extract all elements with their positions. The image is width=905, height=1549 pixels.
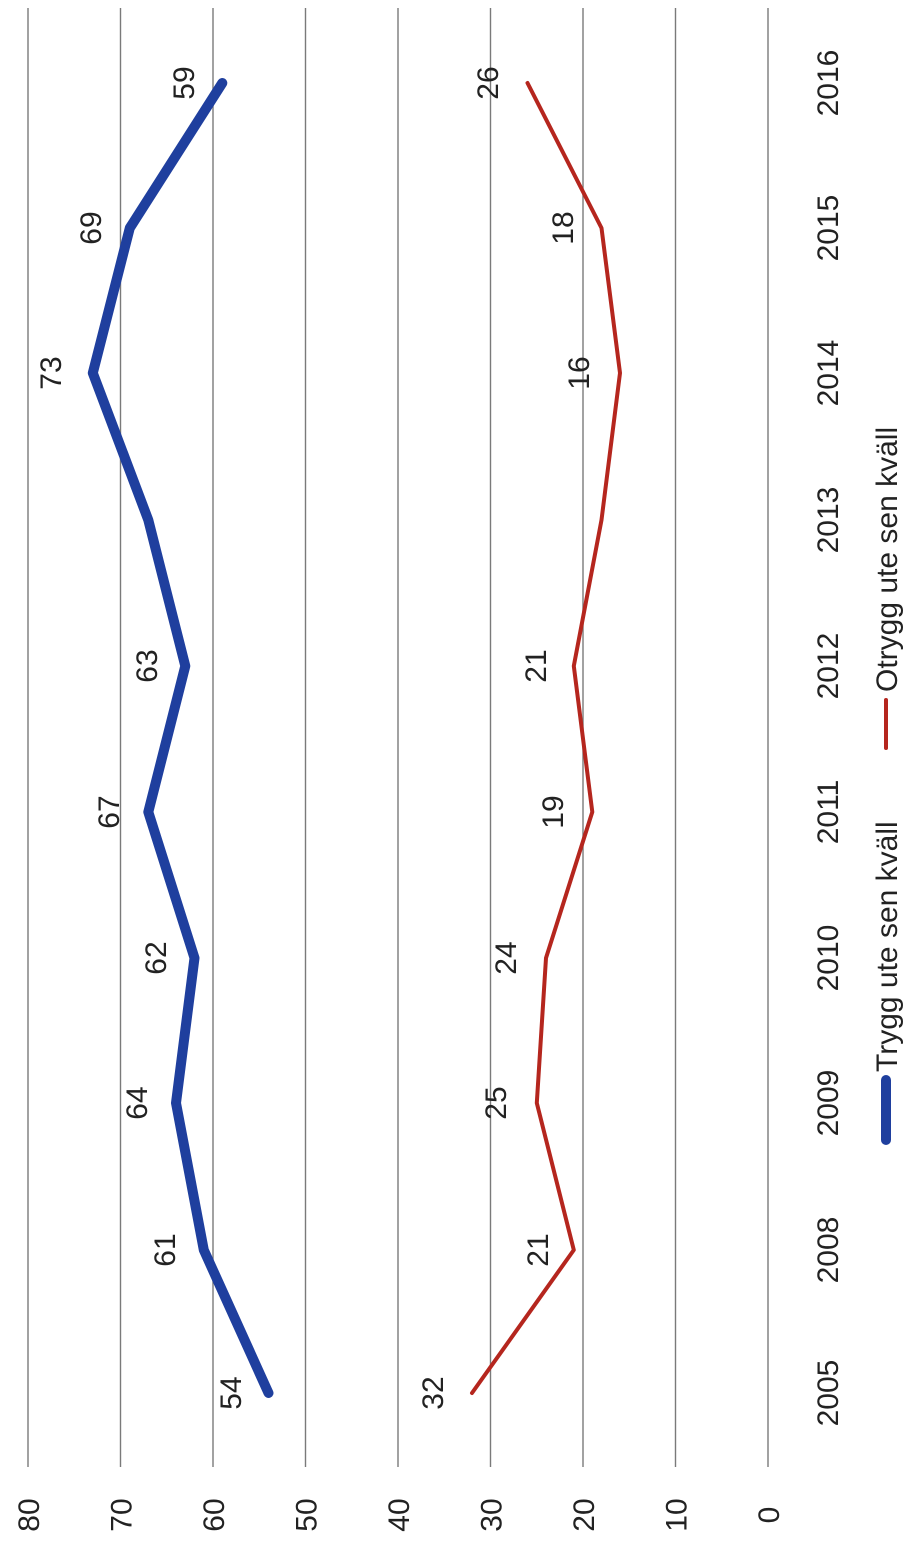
data-label: 54 (215, 1376, 248, 1409)
category-tick-label: 2010 (812, 925, 845, 992)
data-label: 59 (168, 66, 201, 99)
value-tick-label: 10 (661, 1498, 694, 1531)
series-lines (87, 78, 622, 1398)
category-tick-label: 2015 (812, 195, 845, 262)
category-tick-label: 2016 (812, 50, 845, 117)
data-label: 73 (35, 356, 68, 389)
data-label: 32 (417, 1376, 450, 1409)
data-label: 64 (121, 1086, 154, 1119)
category-tick-label: 2005 (812, 1360, 845, 1427)
data-label: 63 (131, 649, 164, 682)
category-tick-label: 2009 (812, 1070, 845, 1137)
value-tick-label: 20 (568, 1498, 601, 1531)
data-label: 18 (547, 211, 580, 244)
value-tick-label: 30 (476, 1498, 509, 1531)
series-line-1 (87, 78, 274, 1398)
value-tick-label: 40 (383, 1498, 416, 1531)
data-labels: 54 61 64 62 67 63 73 69 59 32 21 25 24 19 21 16 18 26 (35, 66, 596, 1409)
legend-label-2: Otrygg ute sen kväll (871, 427, 904, 692)
data-label: 16 (563, 356, 596, 389)
value-tick-label: 0 (753, 1507, 786, 1524)
data-label: 21 (522, 1233, 555, 1266)
category-tick-label: 2014 (812, 340, 845, 407)
data-label: 26 (472, 66, 505, 99)
legend-label-1: Trygg ute sen kväll (871, 821, 904, 1072)
value-axis-tick-labels: 0 10 20 30 40 50 60 70 80 (13, 1498, 786, 1531)
data-label: 21 (520, 649, 553, 682)
data-label: 19 (537, 795, 570, 828)
series-line-2 (470, 81, 622, 1395)
value-tick-label: 60 (198, 1498, 231, 1531)
data-label: 67 (93, 795, 126, 828)
value-tick-label: 70 (106, 1498, 139, 1531)
data-label: 61 (149, 1233, 182, 1266)
category-tick-label: 2011 (812, 780, 845, 845)
data-label: 24 (490, 941, 523, 974)
data-label: 62 (140, 941, 173, 974)
legend: Trygg ute sen kväll Otrygg ute sen kväll (871, 427, 904, 1145)
category-axis-tick-labels: 2005 2008 2009 2010 2011 2012 2013 2014 2015 2016 (812, 50, 845, 1427)
data-label: 25 (480, 1086, 513, 1119)
data-label: 69 (75, 211, 108, 244)
category-tick-label: 2012 (812, 633, 845, 700)
category-tick-label: 2008 (812, 1217, 845, 1284)
value-tick-label: 50 (291, 1498, 324, 1531)
gridlines (27, 8, 769, 1467)
value-tick-label: 80 (13, 1498, 46, 1531)
category-tick-label: 2013 (812, 487, 845, 554)
